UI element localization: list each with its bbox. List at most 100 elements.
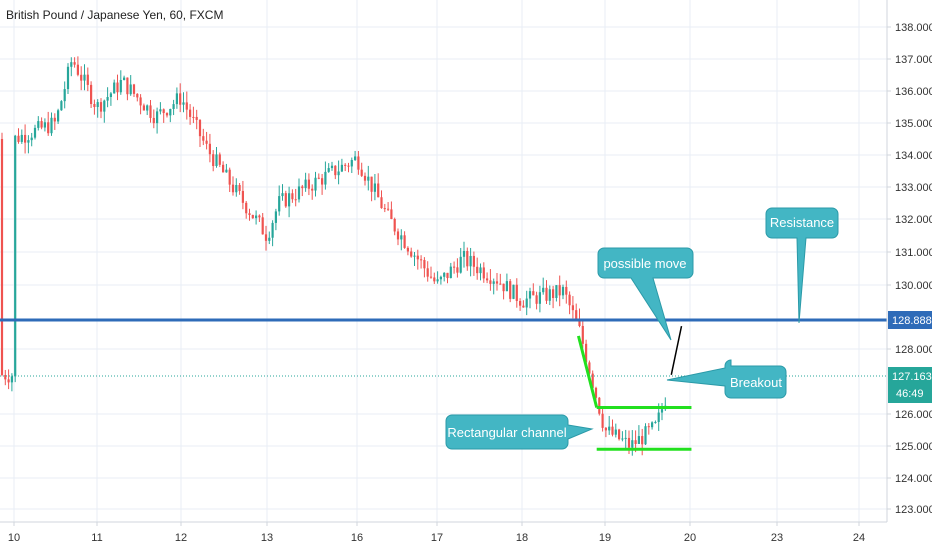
- candle-body: [439, 276, 442, 280]
- candle-body: [621, 438, 624, 440]
- candle-body: [159, 109, 162, 112]
- candle-body: [132, 84, 136, 94]
- last-price-badge-text: 127.163: [892, 371, 932, 383]
- candle-body: [258, 215, 261, 218]
- breakout-callout[interactable]: Breakout: [666, 359, 787, 399]
- candle-body: [175, 93, 178, 105]
- resistance-callout-shape: [765, 207, 839, 324]
- candle-body: [334, 165, 337, 176]
- candle-body: [644, 426, 647, 445]
- candle-body: [37, 121, 40, 128]
- candle-body: [288, 193, 291, 207]
- resistance-callout-text: Resistance: [770, 215, 834, 230]
- candle-body: [578, 319, 581, 326]
- price-tick-label: 131.000: [895, 247, 932, 259]
- candle-body: [324, 171, 327, 185]
- candle-body: [637, 436, 640, 444]
- candle-body: [116, 82, 119, 93]
- candle-body: [17, 135, 20, 142]
- price-tick-label: 132.000: [895, 214, 932, 226]
- candle-body: [268, 237, 271, 241]
- candle-body: [416, 255, 419, 260]
- candle-body: [631, 440, 634, 448]
- resistance-callout[interactable]: Resistance: [765, 207, 839, 324]
- candle-body: [499, 283, 502, 285]
- candle-body: [555, 285, 558, 298]
- candle-body: [321, 178, 324, 185]
- candle-body: [182, 102, 185, 105]
- candle-body: [294, 199, 297, 201]
- candle-body: [377, 183, 380, 198]
- candle-body: [60, 101, 63, 111]
- candle-body: [350, 159, 353, 167]
- possible-move-callout[interactable]: possible move: [597, 247, 694, 341]
- candle-body: [284, 193, 287, 207]
- candle-body: [466, 251, 469, 267]
- candle-body: [403, 235, 406, 248]
- candle-body: [476, 266, 479, 274]
- time-tick-label: 16: [351, 532, 363, 544]
- candle-body: [231, 184, 235, 193]
- candle-body: [106, 97, 109, 101]
- breakout-callout-text: Breakout: [730, 375, 782, 390]
- candle-body: [20, 134, 23, 142]
- candle-body: [591, 373, 594, 388]
- candle-body: [618, 429, 621, 440]
- channel-callout-shape: [445, 414, 594, 450]
- candle-body: [264, 234, 268, 241]
- candle-body: [509, 281, 512, 299]
- candle-body: [291, 193, 294, 200]
- candle-body: [165, 113, 169, 116]
- resistance-price-badge-text: 128.888: [892, 315, 932, 327]
- price-tick-label: 130.000: [895, 280, 932, 292]
- candle-body: [278, 196, 281, 212]
- candle-body: [387, 208, 390, 210]
- candle-body: [123, 77, 126, 81]
- candle-body: [624, 437, 627, 439]
- candle-body: [156, 111, 159, 124]
- candle-body: [410, 251, 413, 257]
- candle-body: [162, 109, 165, 114]
- candle-body: [446, 272, 449, 279]
- candle-body: [571, 305, 574, 311]
- candle-body: [548, 289, 551, 301]
- candle-body: [119, 80, 122, 93]
- candle-body: [585, 343, 588, 363]
- candle-body: [90, 84, 93, 105]
- candle-body: [297, 186, 301, 200]
- candle-body: [179, 93, 182, 105]
- candle-body: [588, 362, 591, 374]
- candle-body: [429, 276, 433, 278]
- candle-body: [274, 211, 277, 223]
- candle-body: [271, 222, 274, 238]
- channel-callout[interactable]: Rectangular channel: [445, 414, 594, 450]
- candle-body: [43, 122, 46, 128]
- candle-body: [657, 412, 660, 422]
- time-tick-label: 23: [771, 532, 783, 544]
- time-axis[interactable]: 10 11 12 13 16 17 18 19 20 23 24: [8, 522, 865, 544]
- time-tick-label: 19: [599, 532, 611, 544]
- time-tick-label: 10: [8, 532, 20, 544]
- time-tick-label: 13: [261, 532, 273, 544]
- overlays: [0, 318, 887, 451]
- time-tick-label: 18: [516, 532, 528, 544]
- price-tick-label: 125.000: [895, 441, 932, 453]
- trend-drop-line[interactable]: [576, 335, 599, 408]
- candle-body: [545, 287, 548, 301]
- candle-body: [604, 427, 607, 431]
- candle-body: [4, 374, 7, 380]
- candle-body: [241, 190, 244, 203]
- possible-move-line[interactable]: [670, 325, 683, 375]
- candle-body: [370, 176, 373, 192]
- candle-body: [255, 215, 258, 219]
- price-tick-label: 133.000: [895, 182, 932, 194]
- candle-body: [552, 289, 555, 298]
- candle-body: [482, 267, 485, 279]
- resistance-price-badge: [888, 311, 932, 329]
- candle-body: [400, 235, 403, 240]
- candle-body: [598, 397, 601, 414]
- price-axis[interactable]: 138.000 137.000 136.000 135.000 134.000 133.0…: [887, 22, 932, 516]
- candle-body: [367, 176, 370, 181]
- candle-body: [426, 268, 429, 277]
- candle-body: [413, 255, 416, 257]
